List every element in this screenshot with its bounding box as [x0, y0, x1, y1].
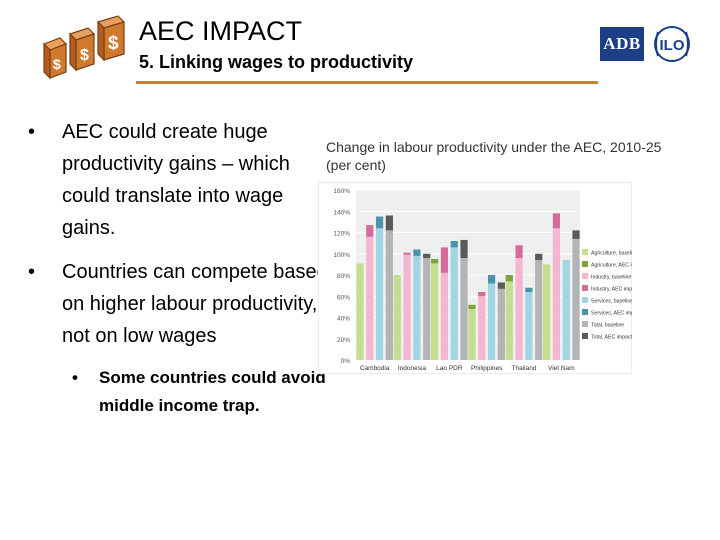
legend-label: Total, AEC impact: [591, 335, 632, 341]
ilo-logo-text: ILO: [660, 37, 685, 54]
bar-total-aec-impact: [572, 230, 580, 239]
bar-industry-baseline: [515, 258, 523, 360]
bar-industry-baseline: [478, 296, 486, 360]
productivity-bar-chart: 0% 20% 40% 60% 80% 100% 120% 140% 160% Cambodia In…: [317, 181, 646, 375]
bar-total-baseline: [385, 230, 393, 360]
chart-caption: Change in labour productivity under the …: [326, 139, 662, 173]
bar-industry-aec-impact: [478, 292, 486, 297]
bar-total-aec-impact: [385, 215, 393, 231]
bar-agriculture-aec-impact: [431, 259, 439, 264]
legend-label: Industry, baseline: [591, 275, 631, 281]
legend-label: Services, baseline: [591, 299, 632, 305]
bar-total-aec-impact: [497, 282, 505, 289]
bar-industry-aec-impact: [403, 252, 411, 255]
legend-label: Agriculture, baseline: [591, 251, 632, 257]
bar-total-aec-impact: [460, 239, 468, 258]
bar-agriculture-aec-impact: [505, 275, 513, 282]
page-subtitle: 5. Linking wages to productivity: [139, 52, 414, 72]
x-tick-label: Cambodia: [360, 365, 390, 372]
bar-services-baseline: [487, 283, 496, 360]
bar-industry-aec-impact: [515, 245, 523, 258]
legend-label: Agriculture, AEC impact: [591, 263, 632, 269]
bar-total-baseline: [535, 260, 543, 360]
bar-industry-aec-impact: [552, 213, 561, 229]
bar-agriculture-baseline: [431, 263, 439, 360]
bar-total-aec-impact: [535, 253, 543, 261]
bar-total-aec-impact: [423, 253, 431, 258]
legend-swatch: [582, 333, 588, 339]
bullet-list: • AEC could create huge productivity gai…: [28, 116, 328, 420]
sub-bullet-text: Some countries could avoid middle income…: [99, 368, 326, 415]
bar-services-aec-impact: [487, 275, 496, 284]
bar-services-aec-impact: [525, 287, 533, 292]
x-tick-label: Philippines: [471, 365, 503, 372]
y-tick-label: 160%: [333, 188, 350, 195]
bar-agriculture-baseline: [543, 264, 551, 360]
bar-agriculture-baseline: [393, 275, 401, 360]
bar-industry-baseline: [366, 236, 374, 360]
legend-label: Industry, AEC impact: [591, 287, 632, 293]
bullet-dot-icon: •: [28, 261, 36, 283]
bar-agriculture-baseline: [356, 263, 364, 360]
sub-bullet-item: • Some countries could avoid middle inco…: [28, 364, 328, 420]
y-tick-label: 140%: [333, 209, 350, 216]
bar-industry-baseline: [403, 254, 411, 360]
chart-container: 0% 20% 40% 60% 80% 100% 120% 140% 160% Cambodia In…: [317, 181, 646, 379]
y-tick-label: 40%: [337, 316, 350, 323]
bullet-dot-icon: •: [28, 121, 36, 143]
svg-text:$: $: [53, 56, 61, 72]
adb-logo: ADB: [600, 27, 644, 61]
x-tick-label: Thailand: [512, 365, 537, 372]
x-tick-label: Indonesia: [398, 365, 427, 372]
legend-label: Services, AEC impact: [591, 311, 632, 317]
bar-services-aec-impact: [450, 241, 458, 248]
legend-swatch: [582, 285, 588, 291]
y-tick-label: 100%: [333, 252, 350, 259]
bar-industry-baseline: [440, 272, 449, 360]
x-tick-label: Viet Nam: [548, 365, 575, 372]
ilo-logo-icon: ILO: [654, 26, 690, 62]
legend-swatch: [582, 273, 588, 279]
legend-swatch: [582, 309, 588, 315]
y-tick-label: 120%: [333, 231, 350, 238]
bullet-text: AEC could create huge productivity gains…: [62, 121, 290, 239]
salary-boxes-logo-icon: $ $ $: [42, 15, 126, 80]
legend-swatch: [582, 321, 588, 327]
title-divider: [136, 81, 598, 84]
y-tick-label: 80%: [337, 273, 350, 280]
bullet-item: • Countries can compete based on higher …: [28, 256, 328, 352]
bar-services-aec-impact: [413, 249, 421, 256]
bar-services-aec-impact: [375, 216, 384, 229]
y-tick-label: 60%: [337, 294, 350, 301]
svg-text:$: $: [108, 33, 119, 54]
bar-agriculture-baseline: [468, 309, 476, 360]
bar-industry-aec-impact: [366, 225, 374, 237]
x-tick-label: Lao PDR: [436, 365, 463, 372]
legend-swatch: [582, 261, 588, 267]
legend-swatch: [582, 249, 588, 255]
legend-label: Total, baseline: [591, 323, 624, 329]
page-title: AEC IMPACT: [139, 16, 303, 46]
bar-services-baseline: [525, 292, 533, 360]
bar-industry-baseline: [552, 228, 561, 360]
bar-agriculture-aec-impact: [468, 304, 476, 309]
bar-industry-aec-impact: [440, 247, 449, 273]
bullet-dot-icon: •: [72, 368, 78, 387]
bar-services-baseline: [450, 247, 458, 360]
bullet-text: Countries can compete based on higher la…: [62, 261, 328, 347]
bar-total-baseline: [460, 258, 468, 360]
y-tick-label: 20%: [337, 337, 350, 344]
bar-agriculture-baseline: [505, 281, 513, 360]
bullet-item: • AEC could create huge productivity gai…: [28, 116, 328, 244]
bar-total-baseline: [572, 238, 580, 360]
bar-total-baseline: [423, 258, 431, 360]
bar-services-baseline: [562, 260, 570, 360]
bar-services-baseline: [413, 255, 421, 360]
bar-total-baseline: [497, 288, 505, 360]
bar-services-baseline: [375, 228, 384, 360]
y-tick-label: 0%: [341, 358, 351, 365]
svg-text:$: $: [80, 47, 89, 64]
legend-swatch: [582, 297, 588, 303]
